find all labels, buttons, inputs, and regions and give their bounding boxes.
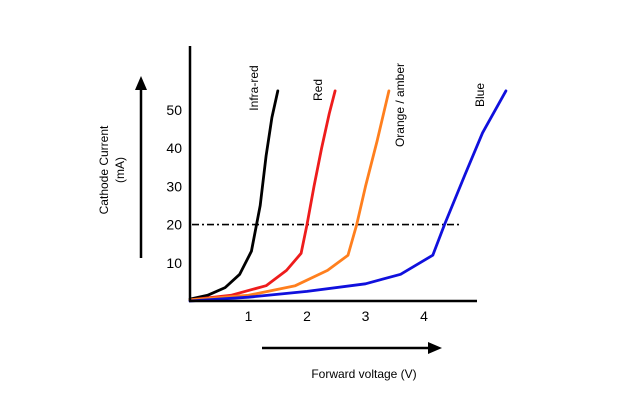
y-tick-label: 40 [166,140,182,156]
series-point-red [306,223,308,226]
series-labels-group: Infra-red Red Orange / amber Blue [247,63,487,147]
series-point-blue [431,254,434,257]
y-tick-label: 50 [166,102,182,118]
x-tick-label: 2 [303,308,311,324]
series-point-blue [364,282,367,285]
y-axis-title-line2: (mA) [113,157,127,183]
series-point-red [334,90,336,92]
series-label-blue: Blue [473,83,487,107]
series-point-infra-red [276,90,279,92]
x-axis-arrow [262,342,442,354]
series-point-infra-red [224,286,227,289]
series-point-orange-amber [294,284,297,287]
series-point-blue [505,90,507,92]
series-point-orange-amber [364,185,367,188]
series-point-red [300,252,302,255]
x-tick-label: 4 [420,308,428,324]
series-point-orange-amber [355,223,358,226]
series-point-blue [464,174,466,176]
series-line-infra-red [188,89,280,301]
y-axis-title-line1: Cathode Current [97,125,111,214]
series-point-orange-amber [376,139,379,142]
series-point-infra-red [271,116,273,119]
series-point-blue [247,296,250,299]
series-point-red [320,147,323,150]
series-point-infra-red [259,204,262,207]
series-point-red [313,185,315,188]
x-tick-label: 1 [245,308,253,324]
series-point-orange-amber [388,90,390,92]
y-tick-label: 30 [166,178,182,194]
y-axis-arrow [135,76,147,258]
series-label-red: Red [311,79,325,101]
tick-labels-group: 1 2 3 4 10 20 30 40 50 [166,102,428,324]
y-tick-label: 10 [166,255,182,271]
axes-group [188,46,477,303]
series-point-blue [443,223,446,226]
series-line-blue [188,89,508,303]
series-point-infra-red [238,273,241,276]
series-point-orange-amber [347,254,349,257]
series-point-red [285,269,288,272]
series-point-blue [306,290,308,293]
series-point-red [265,284,267,287]
series-point-infra-red [250,250,253,253]
series-group [188,89,508,303]
x-tick-label: 3 [362,308,370,324]
series-point-infra-red [265,154,267,157]
series-point-blue [481,132,484,134]
series-line-red [188,89,337,302]
series-label-orange-amber: Orange / amber [393,63,407,147]
axis-arrows-group [135,76,442,354]
y-tick-label: 20 [166,217,182,233]
series-point-blue [399,273,402,276]
series-point-red [328,112,331,115]
x-axis-title: Forward voltage (V) [311,367,416,381]
series-point-infra-red [206,294,209,297]
series-label-infra-red: Infra-red [247,65,261,110]
series-point-orange-amber [326,269,329,272]
